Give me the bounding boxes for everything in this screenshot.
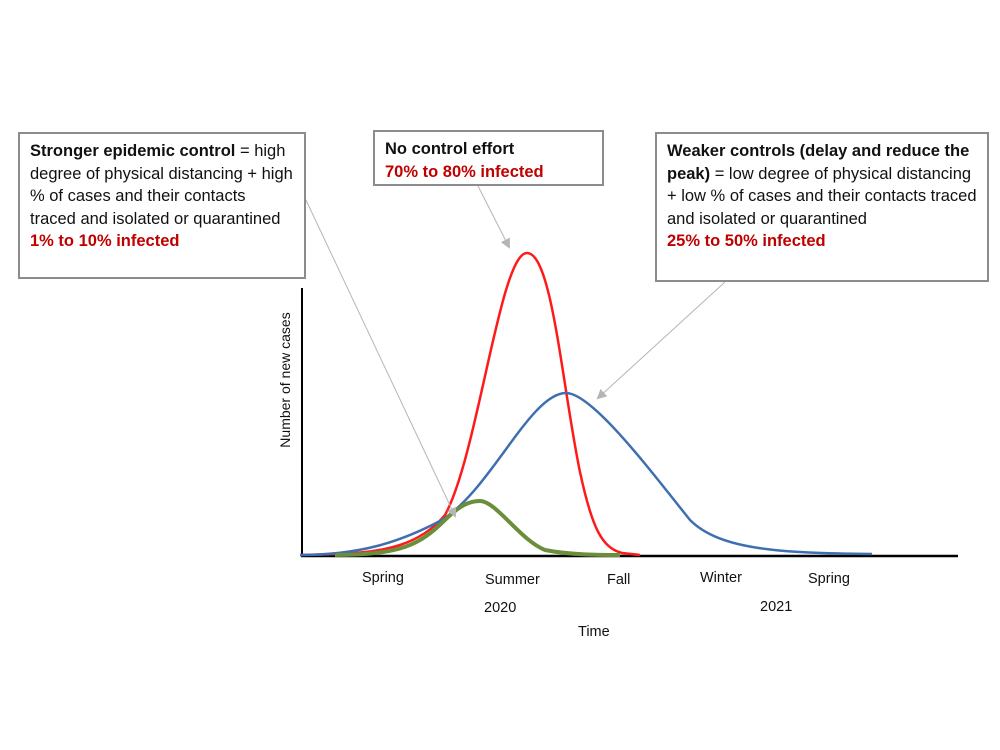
equals: = xyxy=(710,164,729,183)
season-label: Winter xyxy=(700,570,742,586)
weaker-title: Weaker controls (delay and reduce the pe… xyxy=(667,142,970,183)
no-control-result: 70% to 80% infected xyxy=(385,162,544,181)
season-label: Fall xyxy=(607,572,631,588)
weaker-body: low degree of physical distancing + low … xyxy=(667,164,977,228)
no-control-title: No control effort xyxy=(385,140,515,158)
stronger-result: 1% to 10% infected xyxy=(30,232,180,250)
arrow-no-control xyxy=(477,185,510,249)
equals: = xyxy=(235,142,255,160)
curve-stronger-control xyxy=(334,498,621,557)
season-label: Spring xyxy=(808,571,850,587)
x-axis-label: Time xyxy=(578,624,610,640)
annotation-weaker-controls: Weaker controls (delay and reduce the pe… xyxy=(655,132,989,282)
annotation-stronger-control: Stronger epidemic control = high degree … xyxy=(18,132,306,279)
annotation-no-control: No control effort 70% to 80% infected xyxy=(373,130,604,186)
season-label: Spring xyxy=(362,570,404,586)
stronger-title: Stronger epidemic control xyxy=(30,142,236,160)
weaker-result: 25% to 50% infected xyxy=(667,232,826,250)
curve-weaker-controls xyxy=(299,391,873,557)
stronger-body: high degree of physical distancing + hig… xyxy=(30,142,293,228)
arrow-weaker xyxy=(596,281,726,400)
y-axis-label: Number of new cases xyxy=(277,312,293,448)
curve-no-control xyxy=(299,251,641,557)
arrow-stronger xyxy=(304,197,457,518)
year-label: 2020 xyxy=(484,600,517,616)
season-label: Summer xyxy=(485,572,540,588)
year-label: 2021 xyxy=(760,599,793,615)
